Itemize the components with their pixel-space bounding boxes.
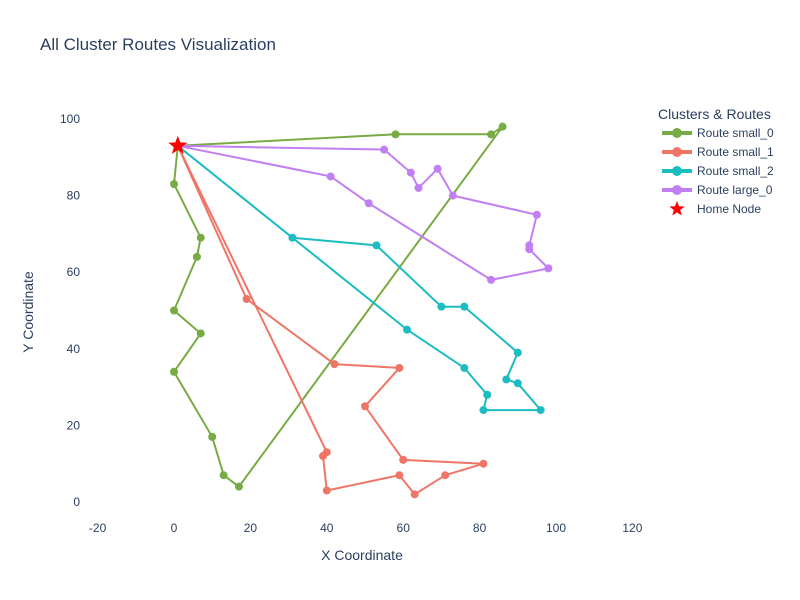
legend-label: Route small_2: [697, 164, 774, 178]
x-axis-ticks: -20 0 20 40 60 80 100 120: [89, 521, 643, 535]
y-tick-label: 0: [73, 495, 80, 509]
route-point: [448, 191, 457, 200]
route-point: [364, 199, 373, 208]
route-point: [483, 390, 492, 399]
legend-label: Route small_1: [697, 145, 774, 159]
route-line: [177, 145, 542, 412]
route-point: [406, 168, 415, 177]
route-point: [487, 275, 496, 284]
route-point: [288, 233, 297, 242]
route-point: [380, 145, 389, 154]
x-tick-label: 80: [473, 521, 487, 535]
route-point: [525, 245, 534, 254]
route-point: [479, 459, 488, 468]
route-point: [330, 360, 339, 369]
route-point: [441, 471, 450, 480]
route-point: [192, 252, 201, 261]
legend-star-swatch: [669, 201, 685, 216]
route-point: [391, 130, 400, 139]
x-tick-label: 100: [546, 521, 566, 535]
x-tick-label: 40: [320, 521, 334, 535]
x-tick-label: 0: [171, 521, 178, 535]
legend-item[interactable]: Home Node: [669, 201, 761, 216]
y-axis-ticks: 0 20 40 60 80 100: [60, 112, 80, 509]
route-point: [170, 180, 178, 189]
plot-area: [168, 122, 553, 499]
route-point: [322, 486, 331, 495]
route-point: [536, 406, 545, 415]
legend-item[interactable]: Route small_0: [662, 126, 774, 140]
route-point: [513, 379, 522, 388]
legend-label: Route large_0: [697, 183, 773, 197]
legend-marker-swatch: [672, 128, 682, 138]
route-point: [502, 375, 511, 384]
route-point: [479, 406, 488, 415]
route-point: [208, 432, 217, 441]
x-tick-label: -20: [89, 521, 107, 535]
route-point: [322, 448, 331, 457]
legend-item[interactable]: Route small_1: [662, 145, 774, 159]
y-tick-label: 100: [60, 112, 80, 126]
route-point: [219, 471, 228, 480]
route-point: [437, 302, 446, 311]
route-point: [326, 172, 335, 181]
route-point: [414, 183, 423, 192]
x-axis-title: X Coordinate: [321, 547, 403, 563]
y-tick-label: 60: [67, 265, 81, 279]
route-point: [460, 302, 469, 311]
route-point: [395, 471, 404, 480]
legend-title: Clusters & Routes: [658, 106, 771, 122]
route-line: [176, 145, 485, 496]
route-point: [361, 402, 369, 411]
route-point: [544, 264, 553, 273]
route-point: [433, 164, 442, 173]
chart-title: All Cluster Routes Visualization: [40, 35, 276, 54]
legend-item[interactable]: Route large_0: [662, 183, 773, 197]
legend: Clusters & Routes Route small_0 Route sma…: [658, 106, 774, 216]
legend-marker-swatch: [672, 147, 682, 157]
x-tick-label: 20: [244, 521, 258, 535]
series-route-small_1: [173, 141, 488, 499]
legend-label: Route small_0: [697, 126, 774, 140]
y-tick-label: 80: [67, 189, 81, 203]
route-point: [513, 348, 522, 357]
route-point: [399, 455, 408, 464]
home-node-marker: [168, 135, 188, 154]
route-point: [395, 363, 404, 372]
route-point: [460, 363, 469, 372]
route-point: [487, 130, 496, 139]
route-point: [196, 233, 205, 242]
route-point: [532, 210, 541, 219]
y-tick-label: 40: [67, 342, 81, 356]
route-point: [403, 325, 412, 334]
route-point: [410, 490, 419, 499]
route-point: [242, 295, 251, 304]
route-point: [234, 482, 243, 491]
legend-item[interactable]: Route small_2: [662, 164, 774, 178]
route-point: [372, 241, 381, 250]
legend-marker-swatch: [672, 185, 682, 195]
route-point: [196, 329, 205, 338]
y-axis-title: Y Coordinate: [20, 271, 36, 353]
route-point: [170, 367, 178, 376]
y-tick-label: 20: [67, 418, 81, 432]
route-point: [498, 122, 507, 131]
x-tick-label: 120: [622, 521, 642, 535]
x-tick-label: 60: [397, 521, 411, 535]
route-point: [170, 306, 178, 315]
legend-marker-swatch: [672, 166, 682, 176]
legend-label: Home Node: [697, 202, 761, 216]
